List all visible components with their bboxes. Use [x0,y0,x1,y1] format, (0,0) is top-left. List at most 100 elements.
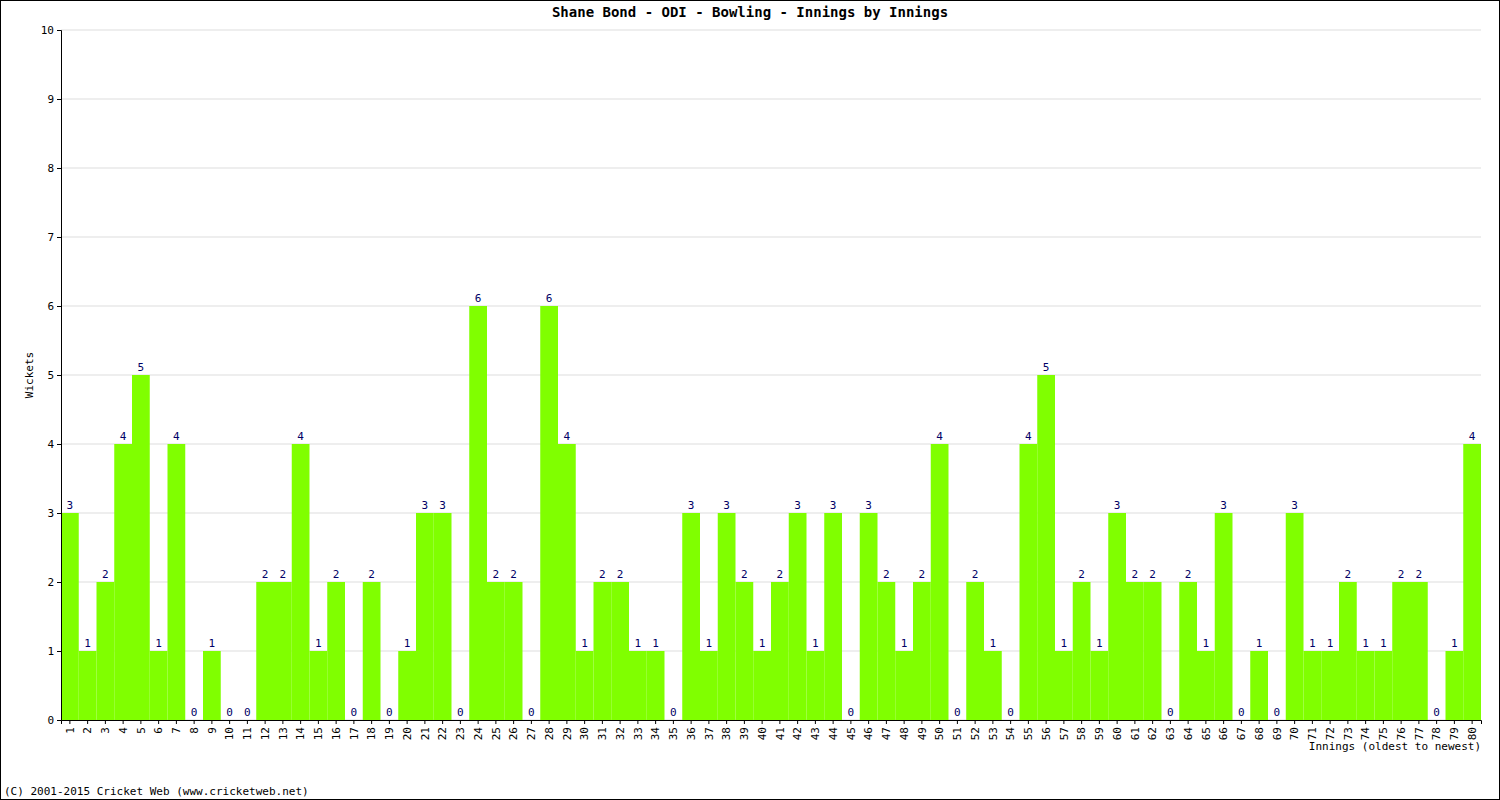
data-label: 3 [1220,499,1227,512]
bar [665,720,683,721]
data-label: 3 [1291,499,1298,512]
bar [789,513,807,720]
x-tick-label: 57 [1058,727,1071,740]
x-tick: 3 [99,720,112,734]
data-label: 1 [1061,637,1068,650]
x-tick-mark [460,720,461,724]
bar [1357,651,1375,720]
bar [1108,513,1126,720]
x-tick: 7 [170,720,183,734]
bar [1375,651,1393,720]
bar [949,720,967,721]
x-tick: 1 [64,720,77,734]
x-tick: 31 [596,720,609,740]
x-tick: 8 [188,720,201,734]
x-tick: 42 [791,720,804,740]
data-label: 2 [493,568,500,581]
y-tick: 3 [47,507,61,520]
y-tick-mark [57,375,61,376]
x-tick-label: 28 [543,727,556,740]
x-tick-label: 36 [685,727,698,740]
bar [363,582,381,720]
x-axis-line [62,721,1482,725]
x-tick-mark [708,720,709,724]
x-tick-label: 37 [703,727,716,740]
x-tick-mark [1401,720,1402,724]
y-tick-mark [57,237,61,238]
x-tick-mark [1365,720,1366,724]
data-labels: 3124514010022412020133062206412211031321… [67,292,1476,719]
x-tick-label: 65 [1200,727,1213,740]
data-label: 3 [1114,499,1121,512]
bar [718,513,736,720]
bar [1197,651,1215,720]
bar [1162,720,1180,721]
x-tick: 32 [614,720,627,740]
bar [221,720,239,721]
x-tick-mark [371,720,372,724]
x-tick-mark [1063,720,1064,724]
x-tick: 21 [419,720,432,740]
x-tick-label: 48 [898,727,911,740]
x-tick-mark [1117,720,1118,724]
x-tick: 66 [1217,720,1230,740]
x-tick: 70 [1288,720,1301,740]
data-label: 1 [1309,637,1316,650]
x-tick: 36 [685,720,698,740]
x-tick: 41 [774,720,787,740]
bar [1410,582,1428,720]
bar [1179,582,1197,720]
x-tick-mark [815,720,816,724]
x-tick: 22 [436,720,449,740]
bar [1126,582,1144,720]
data-label: 2 [617,568,624,581]
x-tick-mark [762,720,763,724]
data-label: 1 [155,637,162,650]
y-tick-label: 3 [47,507,54,520]
x-tick-mark [726,720,727,724]
x-tick: 12 [259,720,272,740]
bar [753,651,771,720]
data-label: 3 [865,499,872,512]
data-label: 2 [972,568,979,581]
data-label: 0 [244,706,251,719]
data-label: 4 [1025,430,1032,443]
x-tick-mark [158,720,159,724]
x-tick-label: 71 [1306,727,1319,740]
y-tick-label: 1 [47,645,54,658]
data-label: 2 [102,568,109,581]
x-tick-mark [797,720,798,724]
y-tick-mark [57,582,61,583]
x-tick-mark [318,720,319,724]
x-tick-label: 54 [1004,727,1017,741]
data-label: 4 [297,430,304,443]
grid-line [61,306,1481,307]
data-label: 4 [1469,430,1476,443]
x-tick-mark [673,720,674,724]
bar [984,651,1002,720]
x-tick: 64 [1182,720,1195,740]
data-label: 2 [1416,568,1423,581]
y-tick-label: 8 [47,162,54,175]
footer: (C) 2001-2015 Cricket Web (www.cricketwe… [4,785,309,798]
bar [256,582,274,720]
x-tick-mark [513,720,514,724]
x-tick: 23 [454,720,467,740]
data-label: 2 [1185,568,1192,581]
x-tick-label: 23 [454,727,467,740]
bar [611,582,629,720]
x-tick-label: 63 [1164,727,1177,740]
grid-line [61,30,1481,31]
x-tick: 45 [845,720,858,740]
x-tick-mark [1223,720,1224,724]
x-tick-label: 73 [1342,727,1355,740]
x-tick: 19 [383,720,396,740]
x-tick-label: 50 [933,727,946,740]
data-label: 1 [315,637,322,650]
y-tick-label: 10 [41,24,54,37]
x-tick-mark [566,720,567,724]
y-tick-label: 6 [47,300,54,313]
x-tick: 68 [1253,720,1266,740]
data-label: 2 [280,568,287,581]
bar [203,651,221,720]
